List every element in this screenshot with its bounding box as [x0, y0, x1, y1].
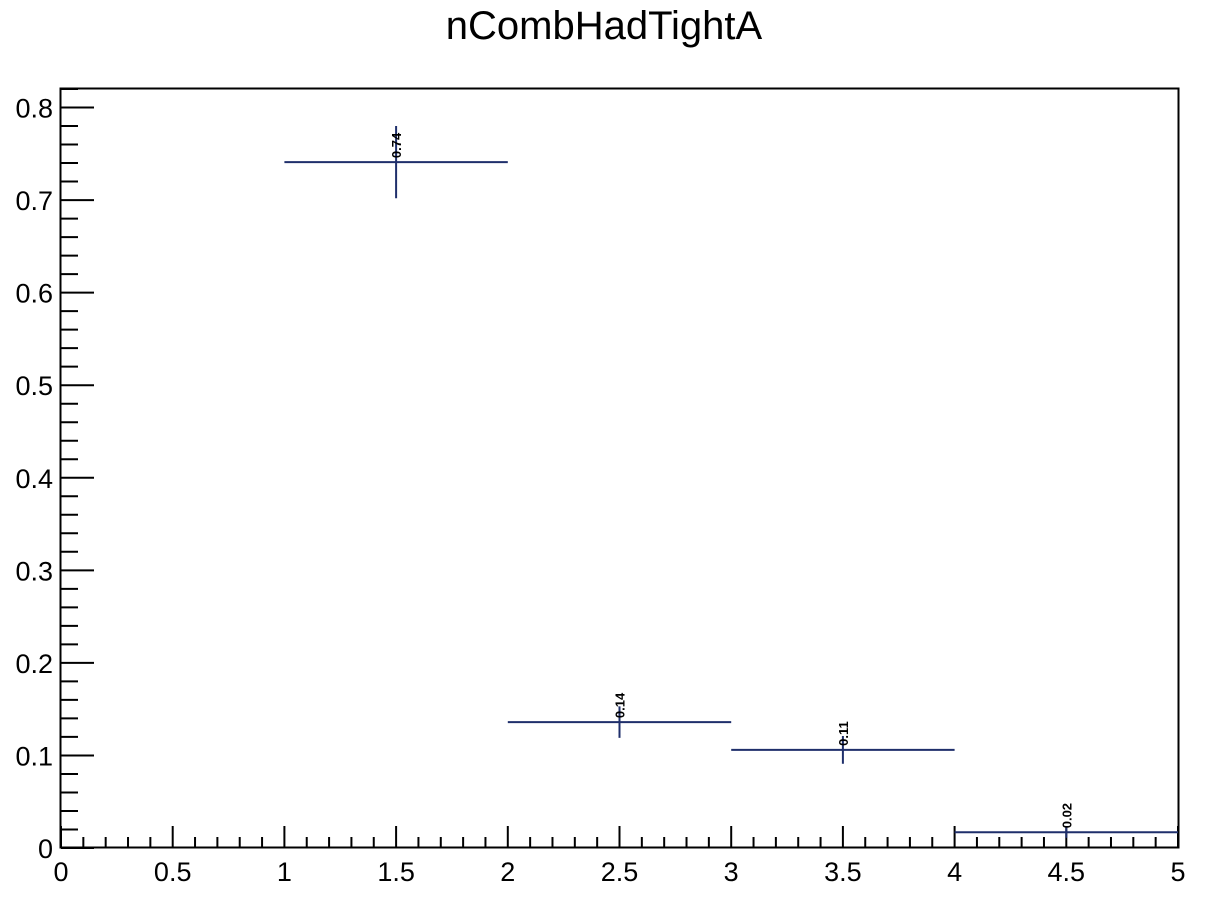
- y-tick-label: 0.5: [15, 371, 53, 401]
- x-tick-label: 0.5: [154, 857, 192, 887]
- axes: 0 0.5 1 1.5 2 2.5 3 3.5 4 4.5 5 0 0.1 0.2 0.3 0.4 0.5 0.6…: [15, 88, 1186, 887]
- data-label: 0.14: [613, 692, 628, 718]
- x-tick-label: 1.5: [377, 857, 415, 887]
- data-label: 0.02: [1059, 803, 1074, 828]
- y-tick-label: 0.1: [15, 741, 53, 771]
- data-point: 0.11: [731, 721, 955, 764]
- x-tick-label: 3.5: [824, 857, 862, 887]
- data-label: 0.74: [389, 132, 404, 158]
- data-points: 0.74 0.14 0.11 0.02: [284, 126, 1178, 838]
- y-tick-label: 0.7: [15, 186, 53, 216]
- data-point: 0.74: [284, 126, 508, 199]
- x-tick-label: 4: [947, 857, 962, 887]
- x-tick-label: 0: [53, 857, 68, 887]
- y-tick-label: 0.3: [15, 556, 53, 586]
- x-tick-label: 1: [277, 857, 292, 887]
- y-tick-label: 0.8: [15, 94, 53, 124]
- x-tick-label: 2.5: [601, 857, 639, 887]
- y-tick-label: 0.4: [15, 464, 53, 494]
- y-tick-label: 0.2: [15, 649, 53, 679]
- y-tick-label: 0.6: [15, 279, 53, 309]
- chart-title: nCombHadTightA: [445, 4, 763, 48]
- y-tick-label: 0: [38, 834, 53, 864]
- data-label: 0.11: [836, 721, 851, 746]
- x-tick-label: 2: [500, 857, 515, 887]
- data-point: 0.02: [954, 803, 1178, 838]
- data-point: 0.14: [507, 692, 732, 738]
- x-tick-label: 5: [1170, 857, 1185, 887]
- x-tick-label: 4.5: [1048, 857, 1086, 887]
- x-tick-label: 3: [724, 857, 739, 887]
